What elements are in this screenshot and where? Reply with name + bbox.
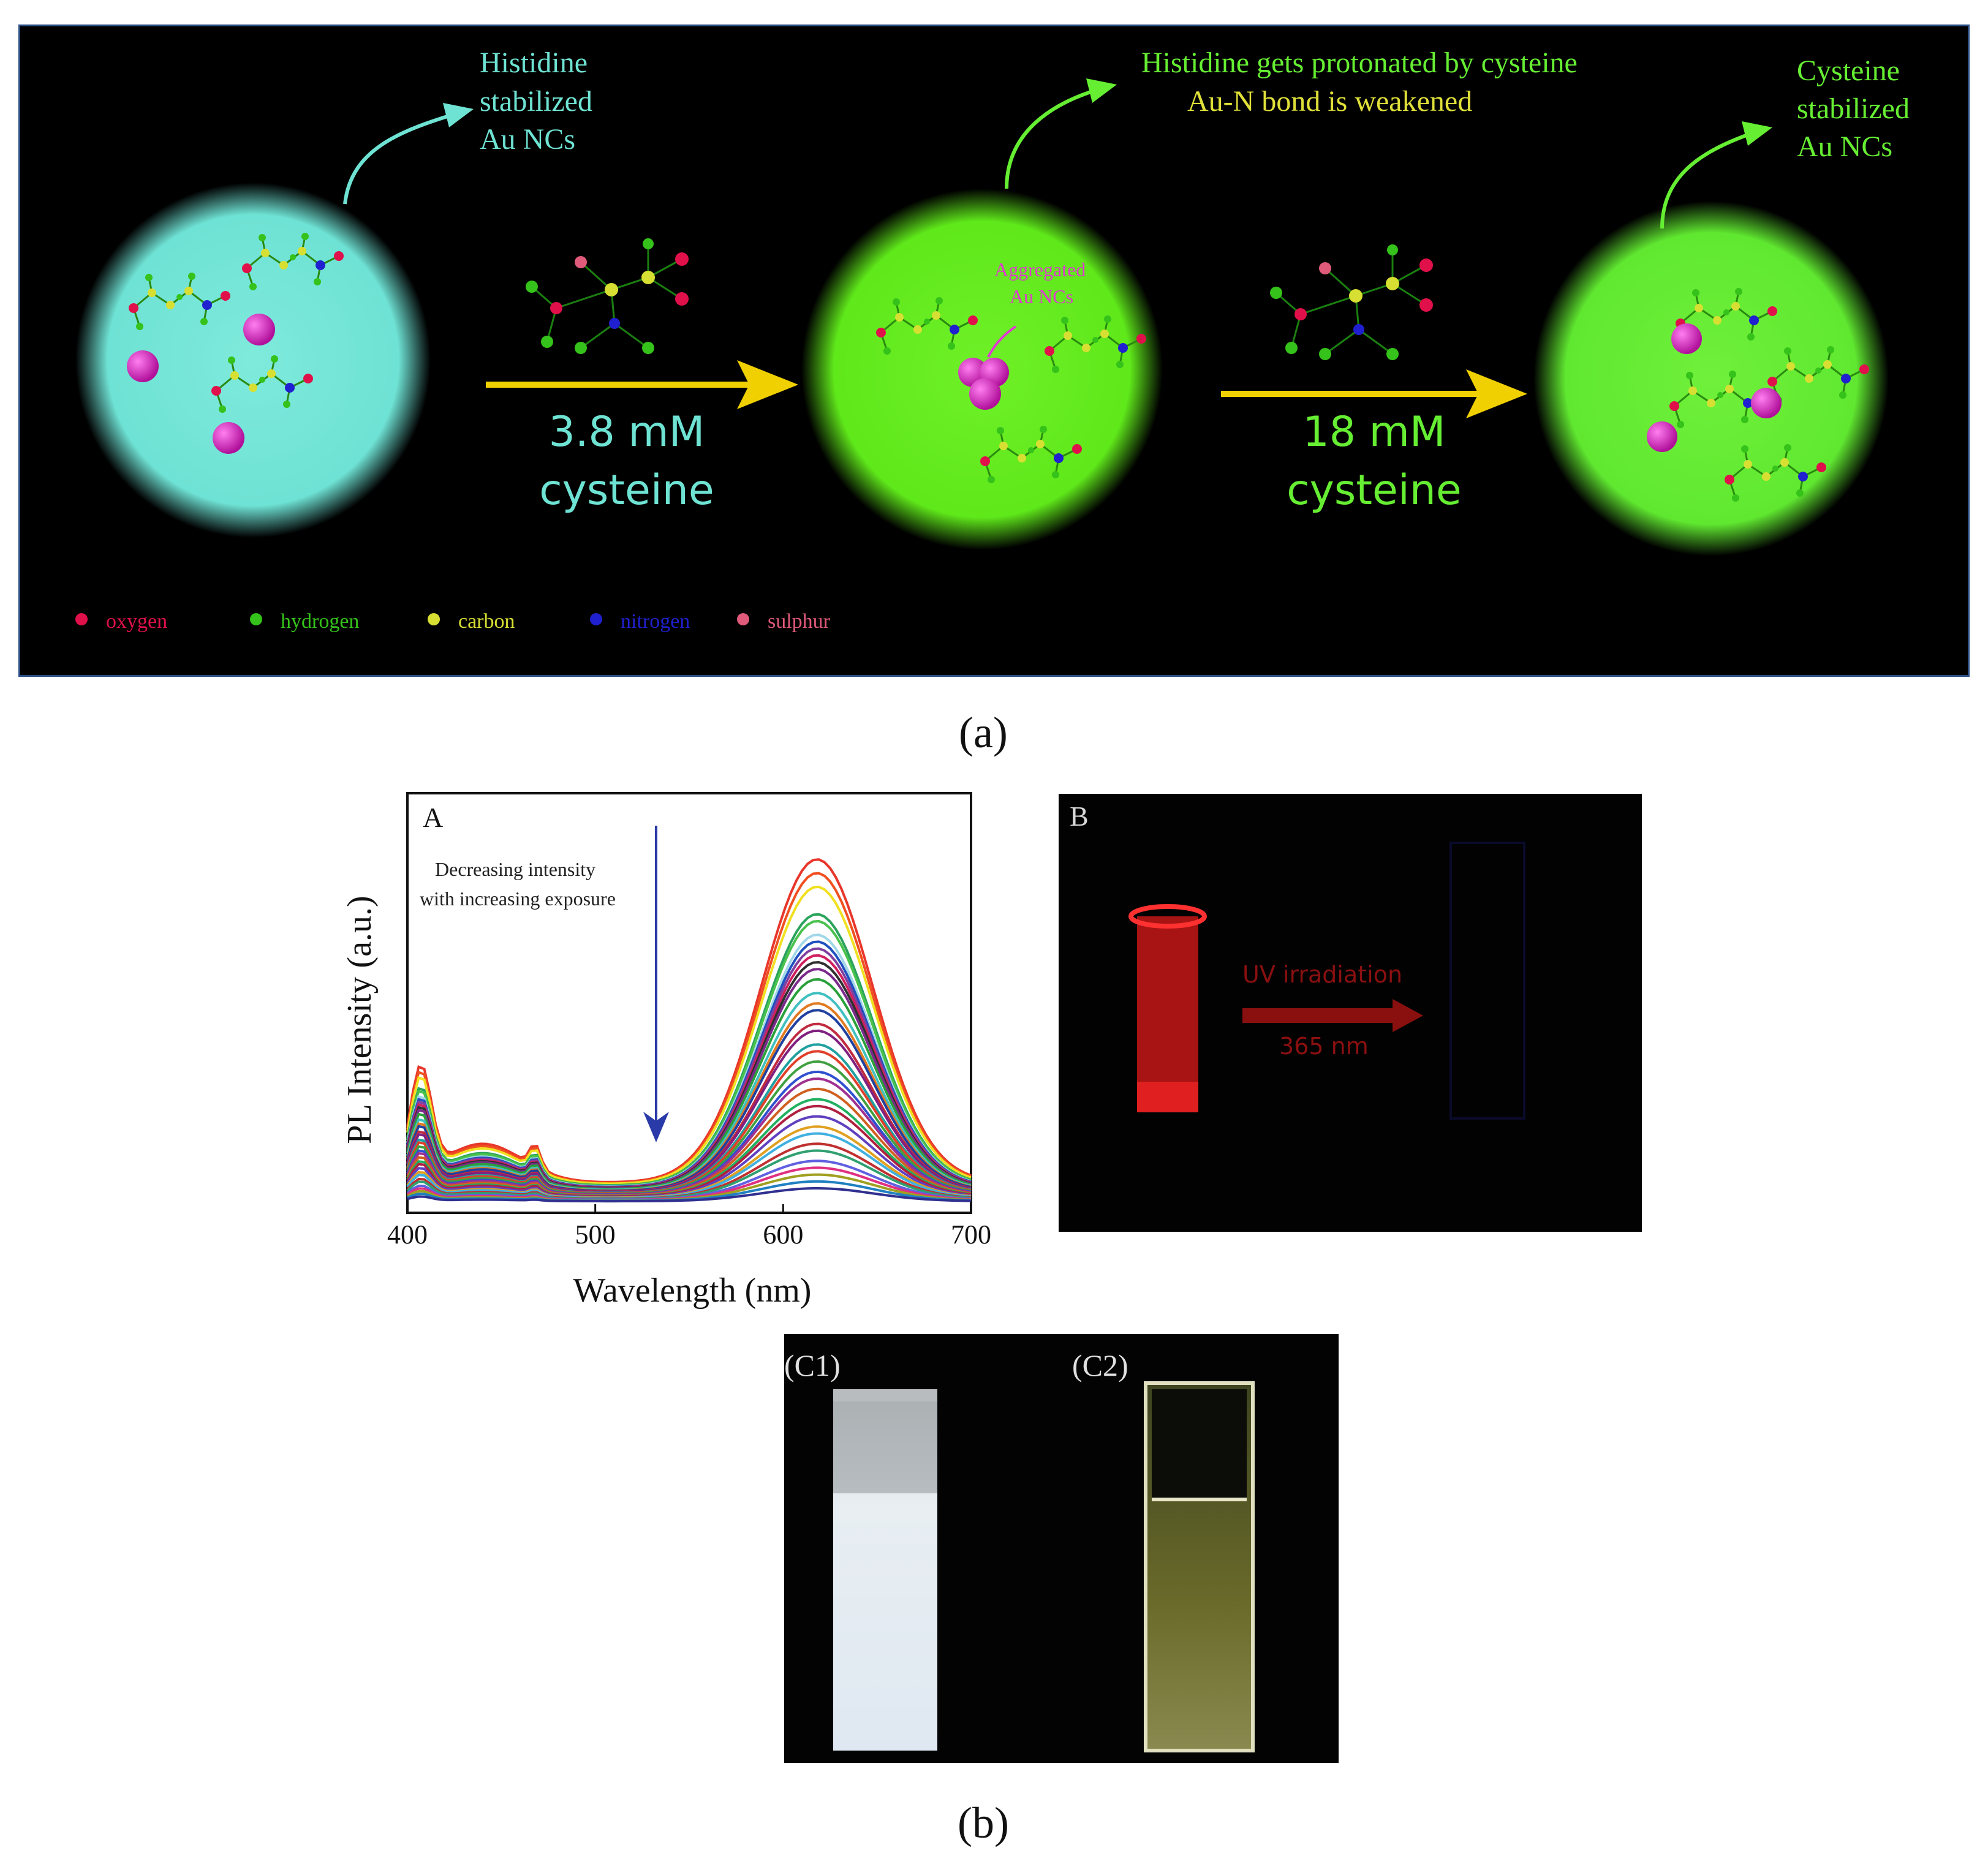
x-axis-label: Wavelength (nm) — [573, 1272, 812, 1310]
spectrum-series-5 — [406, 919, 972, 1187]
panel-B-label: B — [1070, 801, 1089, 832]
stage2-label-line2: Au-N bond is weakened — [1187, 85, 1472, 118]
stage1-label-l1: Histidine — [480, 47, 588, 79]
pl-spectra-svg: 400 500 600 700 A Decreasing intensity with… — [341, 792, 991, 1310]
arrow2-amount: 18 mM — [1302, 408, 1445, 456]
arrow2-reagent: cysteine — [1287, 466, 1461, 515]
spectrum-series-35 — [407, 1187, 972, 1203]
aggregated-label-l1: Aggregated — [994, 258, 1086, 281]
legend-dot-nitrogen — [590, 613, 602, 625]
spectrum-series-12 — [406, 978, 972, 1191]
caption-a: (a) — [959, 708, 1008, 757]
stage2-callout-arrow — [1005, 86, 1105, 189]
x-tick-label-700: 700 — [951, 1220, 991, 1250]
legend-label-carbon: carbon — [458, 610, 515, 633]
uv-arrow-text-2: 365 nm — [1279, 1033, 1369, 1060]
spectrum-series-30 — [406, 1149, 972, 1201]
uv-arrow — [1242, 1008, 1396, 1023]
scheme-panel: Histidine stabilized Au NCs Histidine ge… — [18, 25, 1970, 677]
stage1-sphere — [75, 183, 431, 538]
stage3-callout-arrow — [1660, 129, 1761, 229]
annotation-l1: Decreasing intensity — [435, 858, 595, 880]
spectra-series — [406, 858, 972, 1203]
x-tick-label-500: 500 — [575, 1220, 616, 1250]
spectrum-series-3 — [406, 885, 972, 1185]
arrow1-reagent: cysteine — [539, 466, 714, 515]
spectrum-series-2 — [406, 872, 972, 1185]
stage1-label-l2: stabilized — [480, 85, 592, 118]
spectrum-series-15 — [406, 1009, 972, 1193]
stage1-label: Histidine stabilized Au NCs — [480, 47, 600, 156]
glowing-cuvette — [1137, 916, 1198, 1112]
spectrum-series-26 — [406, 1115, 972, 1199]
stage3-label-l3: Au NCs — [1797, 130, 1892, 163]
uv-arrow-text-1: UV irradiation — [1242, 961, 1402, 988]
panel-C2-label: (C2) — [1072, 1348, 1128, 1382]
panel-A-annotation: Decreasing intensity with increasing exp… — [420, 858, 616, 910]
spectrum-series-17 — [406, 1029, 972, 1194]
panel-A-label: A — [423, 802, 443, 833]
dark-cuvette — [1449, 842, 1525, 1120]
legend-label-nitrogen: nitrogen — [621, 610, 690, 633]
arrow1-amount: 3.8 mM — [549, 408, 705, 456]
stage3-label: Cysteine stabilized Au NCs — [1797, 55, 1917, 163]
stage1-callout-arrow — [343, 110, 462, 205]
legend-label-sulphur: sulphur — [768, 610, 831, 633]
legend-dot-carbon — [428, 613, 440, 625]
annotation-l2: with increasing exposure — [420, 888, 616, 910]
legend-label-hydrogen: hydrogen — [281, 610, 359, 633]
panel-C1-label: (C1) — [784, 1348, 841, 1382]
x-tick-label-600: 600 — [763, 1220, 803, 1250]
legend-label-oxygen: oxygen — [106, 610, 167, 633]
atom-legend: oxygen hydrogen carbon nitrogen sulphur — [75, 610, 831, 633]
cuvette-photos: (C1) (C2) — [784, 1334, 1339, 1763]
uv-irradiation-photo: B UV irradiation 365 nm — [1059, 794, 1642, 1232]
legend-dot-sulphur — [737, 613, 749, 625]
spectrum-series-28 — [406, 1132, 972, 1199]
x-tick-label-400: 400 — [387, 1220, 428, 1250]
y-axis-label: PL Intensity (a.u.) — [343, 896, 379, 1144]
legend-dot-hydrogen — [250, 613, 262, 625]
stage2-label-line1: Histidine gets protonated by cysteine — [1141, 47, 1578, 79]
pl-spectra-chart: 400 500 600 700 A Decreasing intensity with… — [341, 784, 1005, 1323]
legend-dot-oxygen — [75, 613, 88, 625]
x-axis-ticks: 400 500 600 700 — [387, 1204, 991, 1250]
stage3-label-l2: stabilized — [1797, 92, 1910, 125]
spectrum-series-25 — [406, 1104, 972, 1198]
stage3-label-l1: Cysteine — [1797, 55, 1900, 87]
scheme-svg: Histidine stabilized Au NCs Histidine ge… — [75, 47, 1917, 633]
aggregated-label-l2: Au NCs — [1010, 285, 1073, 307]
aggregated-label: Aggregated Au NCs — [994, 258, 1090, 307]
stage1-label-l3: Au NCs — [480, 123, 575, 156]
stage3-sphere — [1533, 201, 1889, 556]
spectrum-series-23 — [406, 1087, 972, 1197]
caption-b: (b) — [958, 1798, 1009, 1847]
